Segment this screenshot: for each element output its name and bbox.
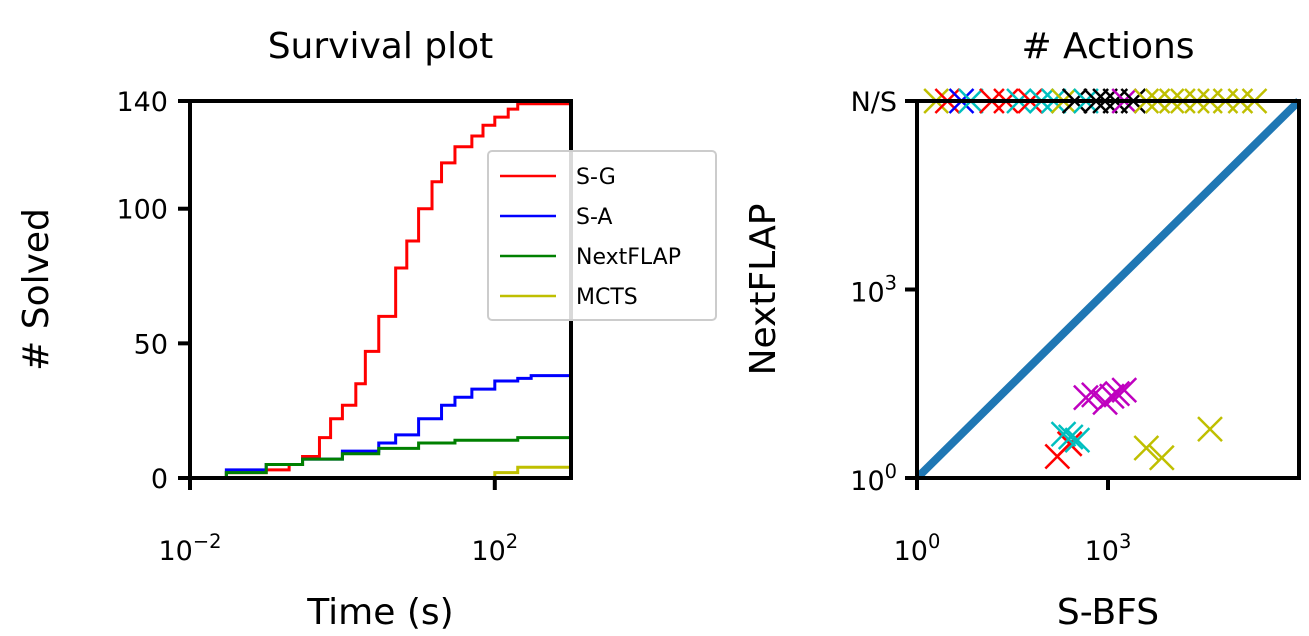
cross-stroke [1104, 380, 1131, 407]
cross-stroke [1197, 416, 1223, 442]
scatter-point [1197, 416, 1223, 442]
series-line-s-a [190, 372, 573, 480]
y-tick-label: 140 [116, 87, 168, 118]
legend-label-mcts: MCTS [576, 285, 638, 310]
series-line-nextflap [190, 436, 571, 480]
legend-label-nextflap: NextFLAP [576, 245, 681, 270]
legend-box [487, 150, 717, 321]
cross-stroke [1148, 444, 1175, 471]
y-axis-label: # Solved [16, 208, 57, 371]
cross-stroke [1057, 424, 1084, 450]
y-tick-label: 100 [850, 460, 897, 497]
diagonal-line [917, 98, 1299, 478]
x-tick-label: 10−2 [158, 530, 221, 567]
chart-title: # Actions [1021, 26, 1194, 67]
x-tick-label: 103 [1085, 530, 1132, 567]
cross-stroke [1098, 383, 1125, 410]
survival-plot: 0 50 100 140 10−2 102 Survival plot Time (s) # S… [16, 26, 717, 633]
scatter-point [1098, 383, 1125, 410]
legend-label-s-a: S-A [576, 205, 612, 230]
cross-stroke [1133, 435, 1160, 461]
actions-scatter: 100 103 100 103 N/S # Actions S-BFS NextFLAP [743, 26, 1301, 633]
scatter-point [1111, 377, 1138, 404]
scatter-point [1057, 424, 1084, 450]
y-tick-label: 100 [116, 195, 168, 226]
x-axis-label: Time (s) [306, 592, 453, 633]
y-tick-label-ns: N/S [851, 87, 897, 118]
plot-area [917, 88, 1299, 478]
x-tick-label: 100 [894, 530, 941, 567]
y-tick-label: 0 [151, 464, 168, 495]
cross-stroke [1064, 427, 1091, 454]
legend: S-G S-A NextFLAP MCTS [487, 150, 717, 321]
cross-stroke [1056, 430, 1083, 457]
y-tick-label: 103 [850, 271, 897, 308]
scatter-point [1064, 427, 1091, 454]
scatter-point [1148, 444, 1175, 471]
scatter-point [1050, 421, 1077, 447]
legend-label-s-g: S-G [576, 165, 616, 190]
cross-stroke [1111, 377, 1138, 404]
x-tick-label: 102 [471, 530, 518, 567]
y-tick-label: 50 [134, 329, 168, 360]
cross-stroke [1050, 421, 1077, 447]
x-axis-label: S-BFS [1057, 592, 1159, 633]
scatter-point [1133, 435, 1160, 461]
scatter-point [1104, 380, 1131, 407]
y-axis-label: NextFLAP [743, 204, 784, 376]
scatter-point [1073, 384, 1099, 411]
chart-title: Survival plot [268, 26, 494, 67]
